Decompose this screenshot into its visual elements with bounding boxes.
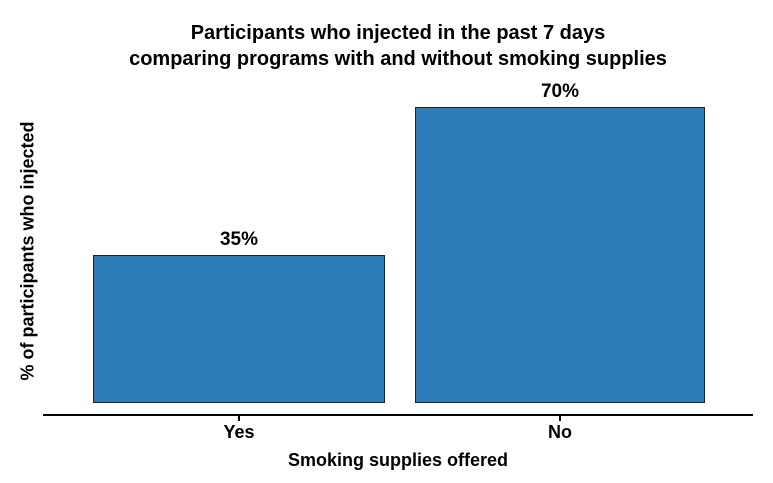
bar-no <box>415 107 705 403</box>
x-tick-label-yes: Yes <box>223 422 255 442</box>
x-tick-label-no: No <box>548 422 572 442</box>
chart-title-line-2: comparing programs with and without smok… <box>129 48 667 70</box>
chart-title: Participants who injected in the past 7 … <box>43 20 753 72</box>
x-tick-yes <box>238 416 240 421</box>
bar-value-label-yes: 35% <box>219 229 259 250</box>
x-axis-line <box>43 414 753 416</box>
x-axis-label: Smoking supplies offered <box>287 450 509 470</box>
chart-title-line-1: Participants who injected in the past 7 … <box>190 22 606 44</box>
y-axis-label: % of participants who injected <box>17 121 38 381</box>
x-tick-no <box>559 416 561 421</box>
bar-yes <box>93 255 385 403</box>
bar-value-label-no: 70% <box>540 81 580 102</box>
